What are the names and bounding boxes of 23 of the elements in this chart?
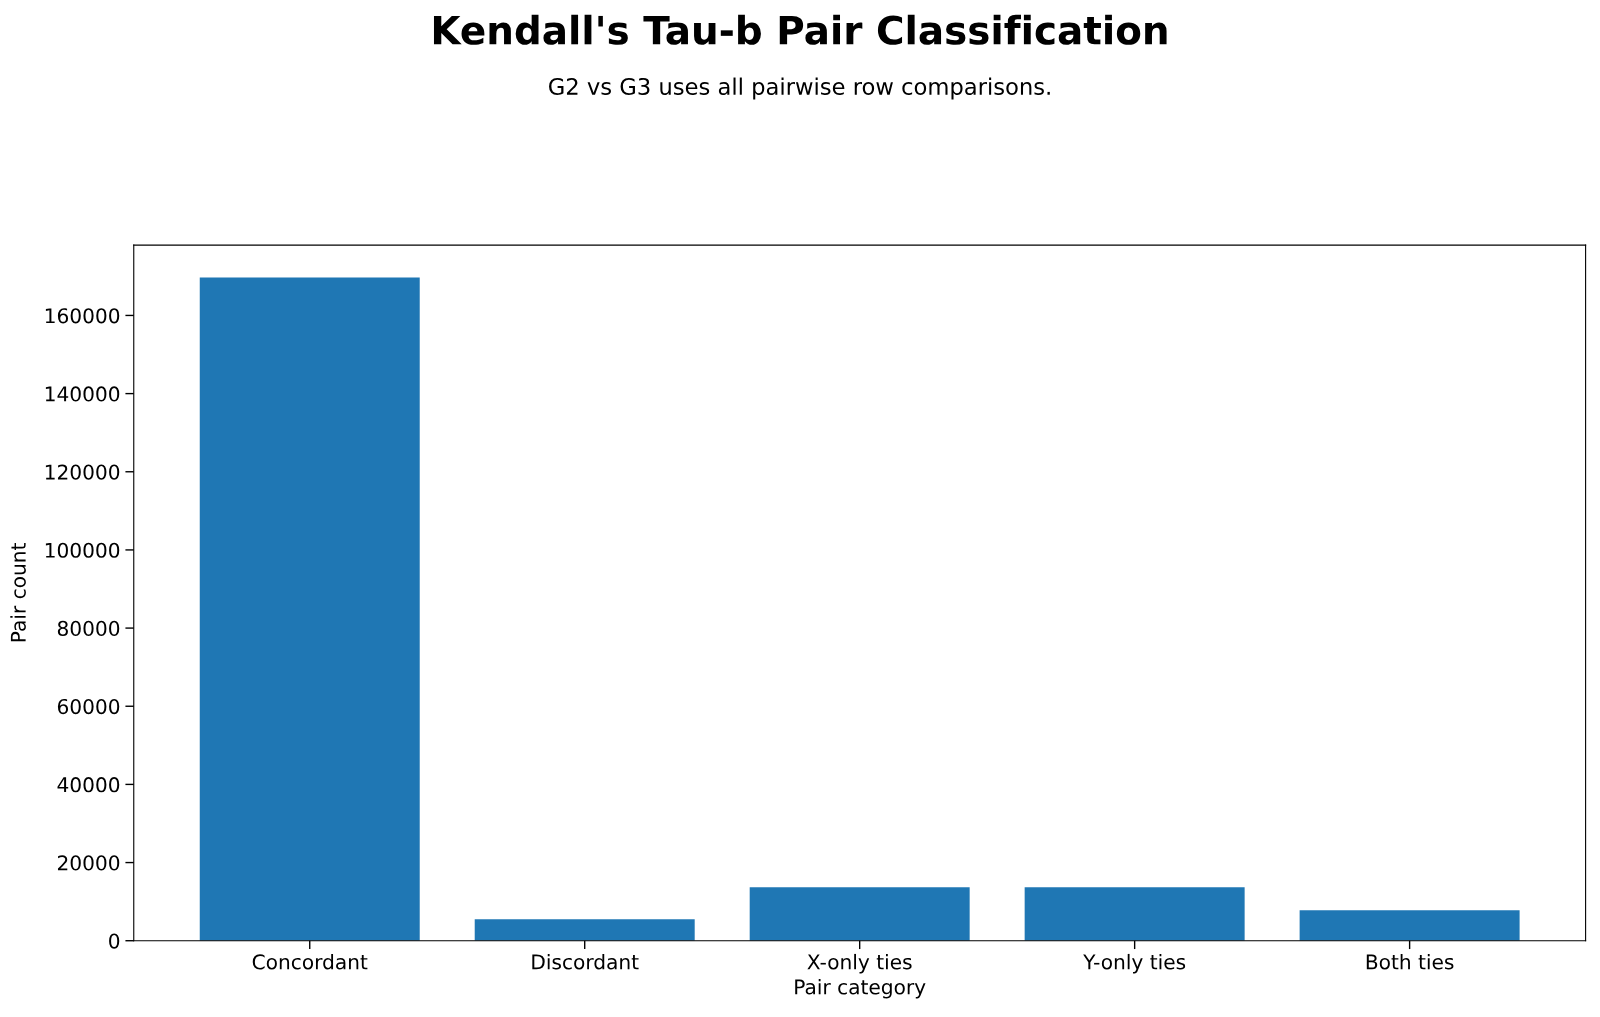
y-tick-label: 80000 [57, 620, 120, 637]
y-tick-label: 20000 [57, 855, 120, 871]
y-tick-label: 60000 [57, 698, 120, 715]
x-tick-label: Discordant [532, 953, 639, 970]
y-axis-title: Pair count [10, 543, 26, 642]
y-tick-label: 0 [109, 933, 120, 949]
x-axis-title: Pair category [795, 978, 926, 999]
chart-subtitle: G2 vs G3 uses all pairwise row comparisons. [549, 77, 1050, 100]
x-tick-label: Both ties [1366, 953, 1454, 970]
y-tick-label: 100000 [45, 542, 120, 558]
y-tick-label: 40000 [57, 777, 120, 793]
x-tick-label: Y-only ties [1083, 953, 1186, 974]
y-tick-label: 160000 [45, 308, 120, 324]
x-tick-label: Concordant [252, 953, 368, 970]
x-tick-label: X-only ties [807, 953, 912, 974]
bar [1024, 887, 1245, 941]
bar [474, 919, 695, 941]
y-tick-label: 120000 [45, 464, 120, 480]
bar [749, 887, 970, 941]
bar [199, 277, 420, 941]
y-tick-label: 140000 [45, 386, 120, 402]
chart-title: Kendall's Tau-b Pair Classification [433, 14, 1167, 45]
bar [1299, 910, 1520, 941]
